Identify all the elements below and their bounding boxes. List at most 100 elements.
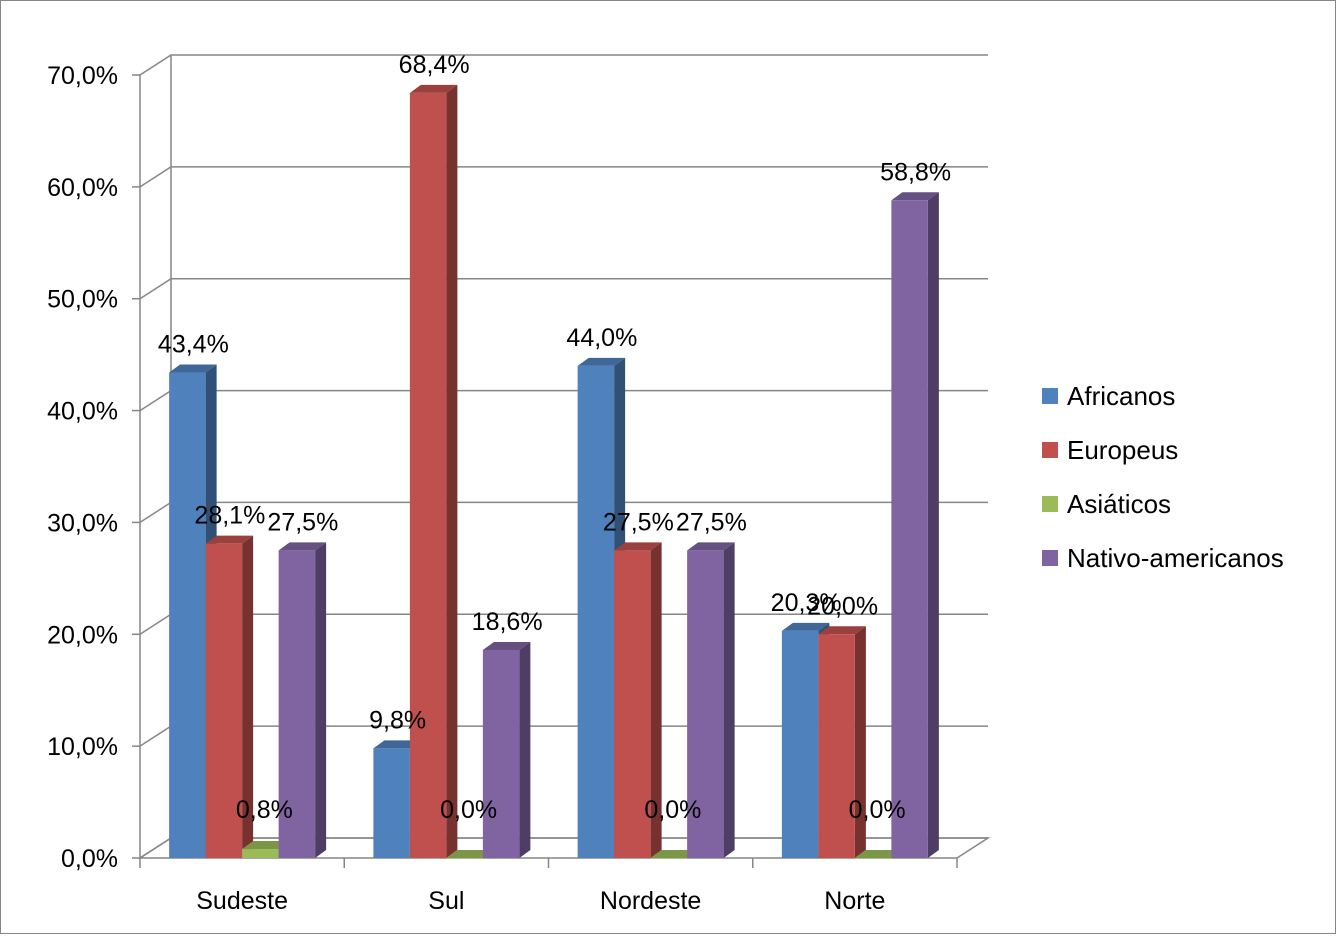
x-tick-label: Norte [824,887,885,915]
bar-front-face [409,92,447,858]
data-label: 28,1% [194,502,265,530]
y-tick-label: 70,0% [47,62,118,90]
bar-asiáticos-nordeste [650,850,699,859]
data-labels: 43,4% 28,1% 0,8% 27,5% 9,8% 68,4% 0,0% 18,6% 44,… [158,51,951,824]
legend-label-asiaticos: Asiáticos [1067,488,1172,519]
y-tick-label: 60,0% [47,174,118,202]
data-label: 0,8% [236,796,293,824]
gridline [139,166,988,188]
legend-swatch-nativo-americanos [1042,550,1058,566]
bar-nativo-americanos-norte [891,192,939,858]
bar-side-face [854,626,866,858]
data-label: 27,5% [676,508,747,536]
bar-top-face [781,622,830,631]
data-label: 27,5% [603,508,674,536]
legend-swatch-europeus [1042,442,1058,458]
data-label: 20,3% [771,589,842,617]
bar-front-face [818,634,855,858]
bar-side-face [519,641,531,858]
bar-top-face [242,841,290,850]
bar-top-face [818,626,866,635]
bars [169,84,939,859]
bar-front-face [205,543,243,858]
bar-top-face [278,542,327,551]
bar-top-face [891,192,939,201]
legend-swatch-africanos [1042,388,1058,404]
y-tick-label: 40,0% [47,398,118,426]
bar-front-face [650,858,688,859]
legend-item-africanos: Africanos [1042,369,1284,423]
bar-nativo-americanos-nordeste [687,542,735,858]
legend-item-nativo-americanos: Nativo-americanos [1042,531,1284,585]
data-label: 44,0% [566,324,637,352]
bar-front-face [373,748,410,858]
bar-top-face [577,357,626,366]
bar-front-face [482,649,520,858]
bar-front-face [169,372,206,858]
bar-top-face [687,542,735,551]
bar-nativo-americanos-sul [482,641,531,858]
data-label: 43,4% [158,331,229,359]
bar-front-face [614,550,651,858]
bar-front-face [781,630,819,858]
x-tick-label: Sudeste [196,887,288,915]
data-label: 68,4% [399,51,470,79]
legend-label-europeus: Europeus [1067,434,1179,465]
legend-item-europeus: Europeus [1042,423,1284,477]
bar-side-face [650,542,662,858]
legend-item-asiaticos: Asiáticos [1042,477,1284,531]
gridline [139,54,988,76]
bar-top-face [446,850,494,858]
legend-swatch-asiaticos [1042,496,1058,512]
data-label: 0,0% [849,796,906,824]
y-tick-label: 50,0% [47,286,118,314]
bar-front-face [242,849,279,858]
bar-side-face [723,542,735,858]
bar-asiáticos-sul [446,850,494,859]
x-tick-label: Nordeste [600,887,701,915]
bar-side-face [446,84,458,858]
data-label: 9,8% [369,706,426,734]
y-tick-label: 20,0% [47,621,118,649]
y-axis-tick-labels: 0,0% 10,0% 20,0% 30,0% 40,0% 50,0% 60,0% 70,0% [47,62,118,873]
bar-top-face [614,542,662,551]
bar-europeus-norte [818,626,866,858]
legend: Africanos Europeus Asiáticos Nativo-amer… [1042,369,1284,585]
bar-top-face [854,850,903,858]
bar-side-face [315,542,327,858]
data-label: 20,0% [807,592,878,620]
bar-top-face [482,641,531,650]
legend-label-africanos: Africanos [1067,380,1176,411]
bar-nativo-americanos-sudeste [278,542,327,858]
bar-europeus-sul [409,84,458,858]
data-label: 27,5% [267,508,338,536]
data-label: 58,8% [880,158,951,186]
y-tick-label: 0,0% [61,845,118,873]
bar-top-face [373,740,421,749]
data-label: 18,6% [472,608,543,636]
gridline [139,389,988,412]
bar-top-face [205,535,254,544]
bar-africanos-sudeste [169,364,217,858]
bar-europeus-sudeste [205,535,254,858]
bar-front-face [687,550,724,858]
bar-asiáticos-norte [854,850,903,859]
bar-front-face [854,858,892,859]
bar-front-face [446,858,483,859]
gridline [139,277,988,300]
data-label: 0,0% [644,796,701,824]
y-tick-label: 30,0% [47,509,118,537]
bar-front-face [278,550,316,858]
bar-front-face [891,200,928,858]
data-label: 0,0% [440,796,497,824]
bar-top-face [409,84,458,93]
x-tick-label: Sul [428,887,464,915]
y-tick-label: 10,0% [47,733,118,761]
bar-top-face [650,850,699,858]
x-axis-tick-labels: Sudeste Sul Nordeste Norte [196,887,885,915]
bar-front-face [577,365,615,858]
legend-label-nativo-americanos: Nativo-americanos [1067,542,1284,573]
bar-top-face [169,364,217,373]
